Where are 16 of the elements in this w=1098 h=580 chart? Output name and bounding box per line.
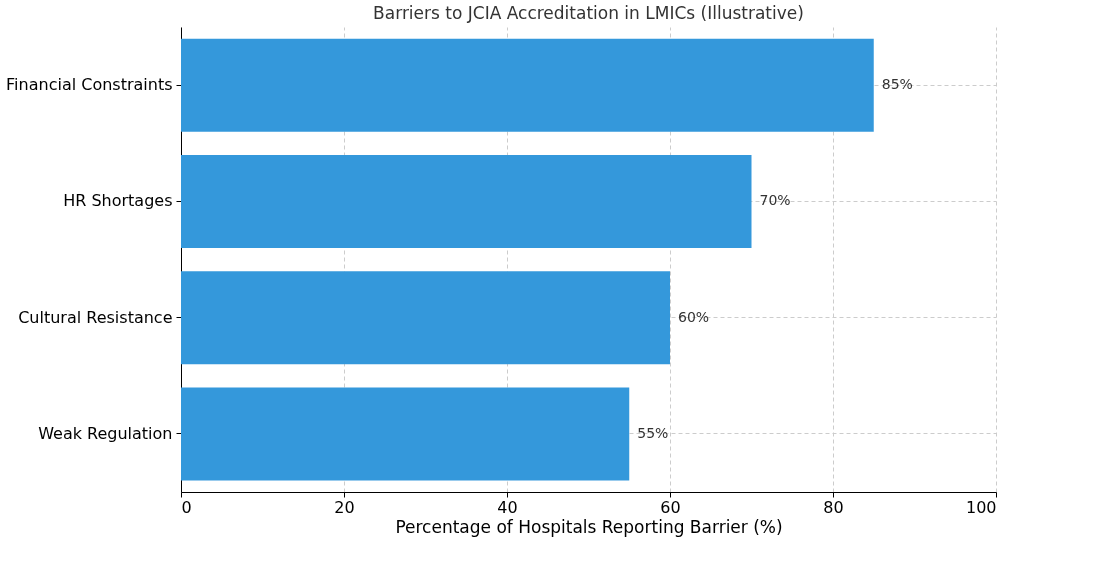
x-tick-label: 100 <box>965 497 997 517</box>
data-label: 60% <box>678 308 710 325</box>
x-tick-label: 80 <box>823 497 844 517</box>
data-label: 70% <box>759 192 791 209</box>
y-tick-label: Weak Regulation <box>38 423 173 443</box>
chart-title: Barriers to JCIA Accreditation in LMICs (Illustrative) <box>373 3 804 23</box>
y-tick-label: HR Shortages <box>63 191 173 211</box>
x-tick-label: 0 <box>181 497 192 517</box>
y-tick-label: Cultural Resistance <box>18 307 173 327</box>
x-tick-label: 20 <box>334 497 355 517</box>
y-tick-label: Financial Constraints <box>6 75 173 95</box>
x-tick-label: 40 <box>497 497 518 517</box>
data-label: 55% <box>637 424 669 441</box>
x-axis-title: Percentage of Hospitals Reporting Barrier (%) <box>395 516 783 537</box>
x-tick-label: 60 <box>660 497 681 517</box>
data-label: 85% <box>881 76 913 93</box>
